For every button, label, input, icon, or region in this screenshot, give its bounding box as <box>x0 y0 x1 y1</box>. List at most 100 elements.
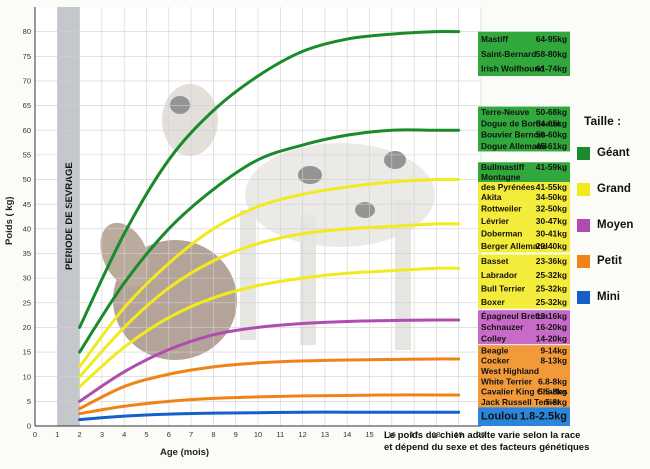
breed-name-5-3: Boxer <box>481 297 505 307</box>
breed-name-4-3: Berger Allemand <box>481 241 548 251</box>
breed-name-7-2: West Highland <box>481 366 539 376</box>
y-tick-label-13: 65 <box>23 101 31 110</box>
breed-name-8-0: Loulou <box>481 411 518 423</box>
breed-range-7-0: 9-14kg <box>540 345 567 355</box>
dog-photo-dane-leg-2 <box>300 215 316 345</box>
breed-range-3-1: 34-50kg <box>536 192 567 202</box>
x-tick-label-11: 11 <box>276 430 284 439</box>
breed-name-6-2: Colley <box>481 334 506 344</box>
series-line-2 <box>78 177 461 369</box>
breed-name-6-0: Épagneul Breton <box>481 310 548 321</box>
breed-name-0-2: Irish Wolfhound <box>481 64 545 74</box>
breed-range-4-1: 30-47kg <box>536 216 567 226</box>
breed-range-6-2: 14-20kg <box>536 334 567 344</box>
y-tick-label-8: 40 <box>23 224 31 233</box>
breed-panel-4 <box>478 202 570 253</box>
y-tick-label-9: 45 <box>23 200 31 209</box>
dog-photo-basset-ear <box>100 222 150 288</box>
series-line-6 <box>78 357 461 411</box>
x-tick-label-19: 19 <box>455 430 463 439</box>
breed-panel-1 <box>478 106 570 152</box>
legend-item-mini: Mini <box>577 284 649 310</box>
y-tick-label-14: 70 <box>23 77 31 86</box>
legend-item-moyen: Moyen <box>577 212 649 238</box>
breed-name-1-3: Dogue Allemand <box>481 141 547 151</box>
x-tick-label-9: 9 <box>234 430 238 439</box>
legend-item-geant: Géant <box>577 140 649 166</box>
breed-range-5-0: 23-36kg <box>536 256 567 266</box>
breed-name-2-1: Montagne <box>481 172 521 182</box>
breed-name-2-0: Bullmastiff <box>481 162 524 172</box>
x-tick-label-20: 20 <box>477 430 485 439</box>
breed-range-6-1: 16-20kg <box>536 322 567 332</box>
x-tick-label-16: 16 <box>388 430 396 439</box>
series-line-3 <box>78 222 461 379</box>
legend-swatch-petit <box>577 254 590 268</box>
breed-panel-2 <box>478 162 570 182</box>
y-tick-label-6: 30 <box>23 274 31 283</box>
series-line-5 <box>78 318 461 403</box>
legend-item-grand: Grand <box>577 176 649 202</box>
y-tick-label-15: 75 <box>23 52 31 61</box>
x-tick-label-12: 12 <box>298 430 306 439</box>
dog-photo-dane-spot-2 <box>355 202 375 218</box>
series-line-0 <box>78 29 461 329</box>
x-tick-label-2: 2 <box>78 430 82 439</box>
x-tick-label-4: 4 <box>122 430 126 439</box>
caption-line-2: et dépend du sexe et des facteurs généti… <box>384 442 590 453</box>
breed-range-0-2: 61-74kg <box>536 64 567 74</box>
weaning-band: PERIODE DE SEVRAGE <box>57 7 80 426</box>
y-tick-label-7: 35 <box>23 249 31 258</box>
breed-range-6-0: 13-16kg <box>536 311 567 321</box>
legend-item-petit: Petit <box>577 248 649 274</box>
breed-name-7-4: Cavalier King Charles <box>481 387 568 397</box>
axes <box>34 7 481 427</box>
breed-range-4-3: 29-40kg <box>536 241 567 251</box>
x-tick-label-13: 13 <box>321 430 329 439</box>
legend-swatch-moyen <box>577 218 590 232</box>
legend-swatch-geant <box>577 146 590 160</box>
breed-name-4-1: Lévrier <box>481 216 510 226</box>
x-tick-label-0: 0 <box>33 430 37 439</box>
breed-range-1-0: 50-68kg <box>536 107 567 117</box>
breed-range-7-3: 6.8-8kg <box>538 376 567 386</box>
x-tick-label-15: 15 <box>365 430 373 439</box>
dog-photo-dane-leg-1 <box>240 210 256 340</box>
y-tick-label-5: 25 <box>23 298 31 307</box>
breed-range-2-0: 41-59kg <box>536 162 567 172</box>
breed-range-5-3: 25-32kg <box>536 297 567 307</box>
y-tick-label-2: 10 <box>23 372 31 381</box>
breed-range-7-4: 5.5-8kg <box>538 387 567 397</box>
breed-name-4-2: Doberman <box>481 229 522 239</box>
breed-name-5-1: Labrador <box>481 270 518 280</box>
breed-panel-8 <box>478 407 570 426</box>
breed-panel-5 <box>478 254 570 309</box>
breed-range-3-0: 41-55kg <box>536 182 567 192</box>
y-tick-label-4: 20 <box>23 323 31 332</box>
breed-range-5-2: 25-32kg <box>536 283 567 293</box>
breed-range-0-0: 64-95kg <box>536 34 567 44</box>
dog-photo-illustration <box>100 84 435 360</box>
y-axis-title: Poids ( kg) <box>4 196 15 245</box>
series-line-4 <box>78 266 461 389</box>
dog-photo-dane-body <box>245 143 435 247</box>
breed-name-4-0: Rottweiler <box>481 203 522 213</box>
dog-photo-dane-spot-3 <box>384 151 406 169</box>
legend-swatch-grand <box>577 182 590 196</box>
x-tick-label-8: 8 <box>211 430 215 439</box>
x-axis-title: Age (mois) <box>160 447 209 458</box>
size-legend: Taille : Géant Grand Moyen Petit Mini <box>577 114 649 320</box>
breed-range-4-0: 32-50kg <box>536 203 567 213</box>
legend-title: Taille : <box>584 114 622 128</box>
breed-name-0-1: Saint-Bernard <box>481 49 536 59</box>
breed-panel-7 <box>478 345 570 408</box>
x-tick-labels: 0 1 2 3 4 5 6 7 8 9 10 11 12 13 14 15 16 17 18 19 20 <box>33 430 485 439</box>
x-tick-label-14: 14 <box>343 430 351 439</box>
x-tick-label-3: 3 <box>100 430 104 439</box>
breed-name-5-0: Basset <box>481 256 509 266</box>
weaning-band-fill <box>57 7 80 426</box>
breed-panel-3 <box>478 181 570 203</box>
y-tick-label-12: 60 <box>23 126 31 135</box>
